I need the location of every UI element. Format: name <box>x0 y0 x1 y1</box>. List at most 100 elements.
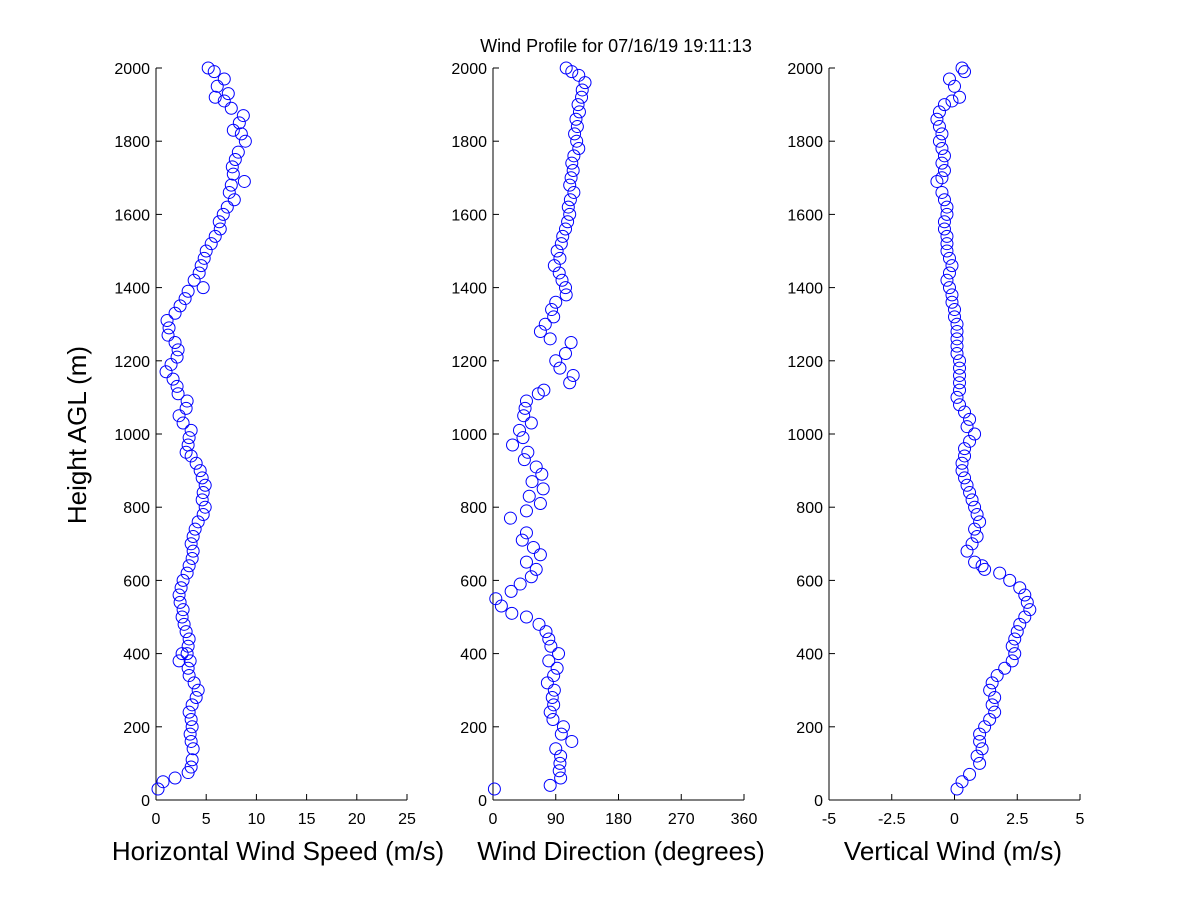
data-point-vertical <box>975 559 989 573</box>
data-point-vertical <box>953 361 967 375</box>
data-point-direction <box>519 394 533 408</box>
vertical-wind-panel: 0 200 400 600 800 1000 1200 1400 1600 1800 2000 -5 -… <box>787 61 1084 866</box>
data-point-speed <box>180 647 194 661</box>
data-point-direction <box>539 625 553 639</box>
y-tick-label: 2000 <box>451 61 487 78</box>
data-point-direction <box>568 127 582 141</box>
data-point-direction <box>567 185 581 199</box>
data-point-direction <box>506 438 520 452</box>
data-point-vertical <box>950 325 964 339</box>
data-point-speed <box>186 742 200 756</box>
data-point-direction <box>553 251 567 265</box>
y-tick-label: 1800 <box>451 134 487 151</box>
data-point-direction <box>532 617 546 631</box>
y-tick-label: 1400 <box>787 281 823 298</box>
data-point-direction <box>554 237 568 251</box>
data-point-direction <box>563 178 577 192</box>
data-point-speed <box>181 438 195 452</box>
data-point-direction <box>533 497 547 511</box>
data-point-vertical <box>958 65 972 79</box>
x-tick-label: 0 <box>152 811 161 828</box>
data-point-speed <box>222 185 236 199</box>
data-point-direction <box>570 134 584 148</box>
data-point-vertical <box>945 94 959 108</box>
data-point-speed <box>184 423 198 437</box>
data-point-direction <box>578 76 592 90</box>
data-point-vertical <box>1008 647 1022 661</box>
data-point-speed <box>176 416 190 430</box>
data-point-direction <box>564 336 578 349</box>
data-point-vertical <box>960 478 974 492</box>
data-point-speed <box>184 734 198 748</box>
y-tick-label: 600 <box>460 573 487 590</box>
x-tick-label: -5 <box>822 811 836 828</box>
y-tick-label: 2000 <box>787 61 823 78</box>
data-point-vertical <box>937 215 951 229</box>
data-point-direction <box>542 654 556 668</box>
data-point-direction <box>572 68 586 82</box>
data-point-speed <box>186 544 200 558</box>
data-point-vertical <box>1003 573 1017 587</box>
data-point-vertical <box>942 281 956 295</box>
data-point-speed <box>179 625 193 639</box>
data-point-speed <box>189 456 203 470</box>
data-point-speed <box>183 654 197 668</box>
x-tick-label: 360 <box>731 811 758 828</box>
x-tick-label: 180 <box>605 811 632 828</box>
data-point-speed <box>191 683 205 697</box>
data-point-speed <box>212 215 226 229</box>
data-point-vertical <box>1005 639 1019 653</box>
data-point-speed <box>228 153 242 166</box>
data-point-speed <box>217 94 231 108</box>
data-point-vertical <box>985 698 999 712</box>
x-tick-label: 20 <box>348 811 366 828</box>
data-point-vertical <box>1013 617 1027 631</box>
data-point-speed <box>183 727 197 741</box>
data-point-speed <box>182 669 196 683</box>
data-point-speed <box>185 698 199 712</box>
data-point-direction <box>546 712 560 726</box>
data-point-direction <box>503 511 517 525</box>
data-point-speed <box>173 299 187 313</box>
data-point-vertical <box>963 767 977 781</box>
data-point-speed <box>178 292 192 306</box>
y-tick-label: 400 <box>796 647 823 664</box>
data-point-vertical <box>935 185 949 199</box>
data-point-vertical <box>937 193 951 207</box>
data-point-direction <box>559 288 573 302</box>
data-point-vertical <box>958 405 972 419</box>
data-point-direction <box>545 303 559 317</box>
y-tick-label: 2000 <box>114 61 150 78</box>
x-tick-label: 15 <box>298 811 316 828</box>
data-point-direction <box>544 639 558 653</box>
data-point-vertical <box>965 537 979 551</box>
data-point-vertical <box>973 734 987 748</box>
data-point-speed <box>225 160 239 174</box>
data-point-speed <box>151 782 165 796</box>
x-tick-label: 5 <box>1076 811 1085 828</box>
y-axis-label: Height AGL (m) <box>62 346 92 524</box>
data-point-vertical <box>1008 632 1022 646</box>
data-point-vertical <box>950 782 964 796</box>
data-point-direction <box>564 171 578 185</box>
y-tick-label: 1400 <box>451 281 487 298</box>
data-point-direction <box>553 361 567 375</box>
data-point-vertical <box>958 471 972 485</box>
data-point-direction <box>567 149 581 163</box>
data-point-direction <box>529 562 543 576</box>
data-point-vertical <box>998 661 1012 675</box>
data-point-speed <box>173 595 187 609</box>
data-point-speed <box>175 647 189 661</box>
data-point-direction <box>547 683 561 697</box>
data-point-direction <box>547 310 561 324</box>
data-point-speed <box>236 109 250 123</box>
data-point-direction <box>519 504 533 518</box>
data-point-speed <box>179 401 193 415</box>
data-point-speed <box>174 581 188 595</box>
data-point-vertical <box>950 339 964 353</box>
data-point-direction <box>538 317 552 331</box>
horizontal-wind-speed-panel: 0 200 400 600 800 1000 1200 1400 1600 1800 2000 0 5 1… <box>112 61 444 866</box>
data-point-vertical <box>958 442 972 456</box>
data-point-speed <box>196 486 210 500</box>
